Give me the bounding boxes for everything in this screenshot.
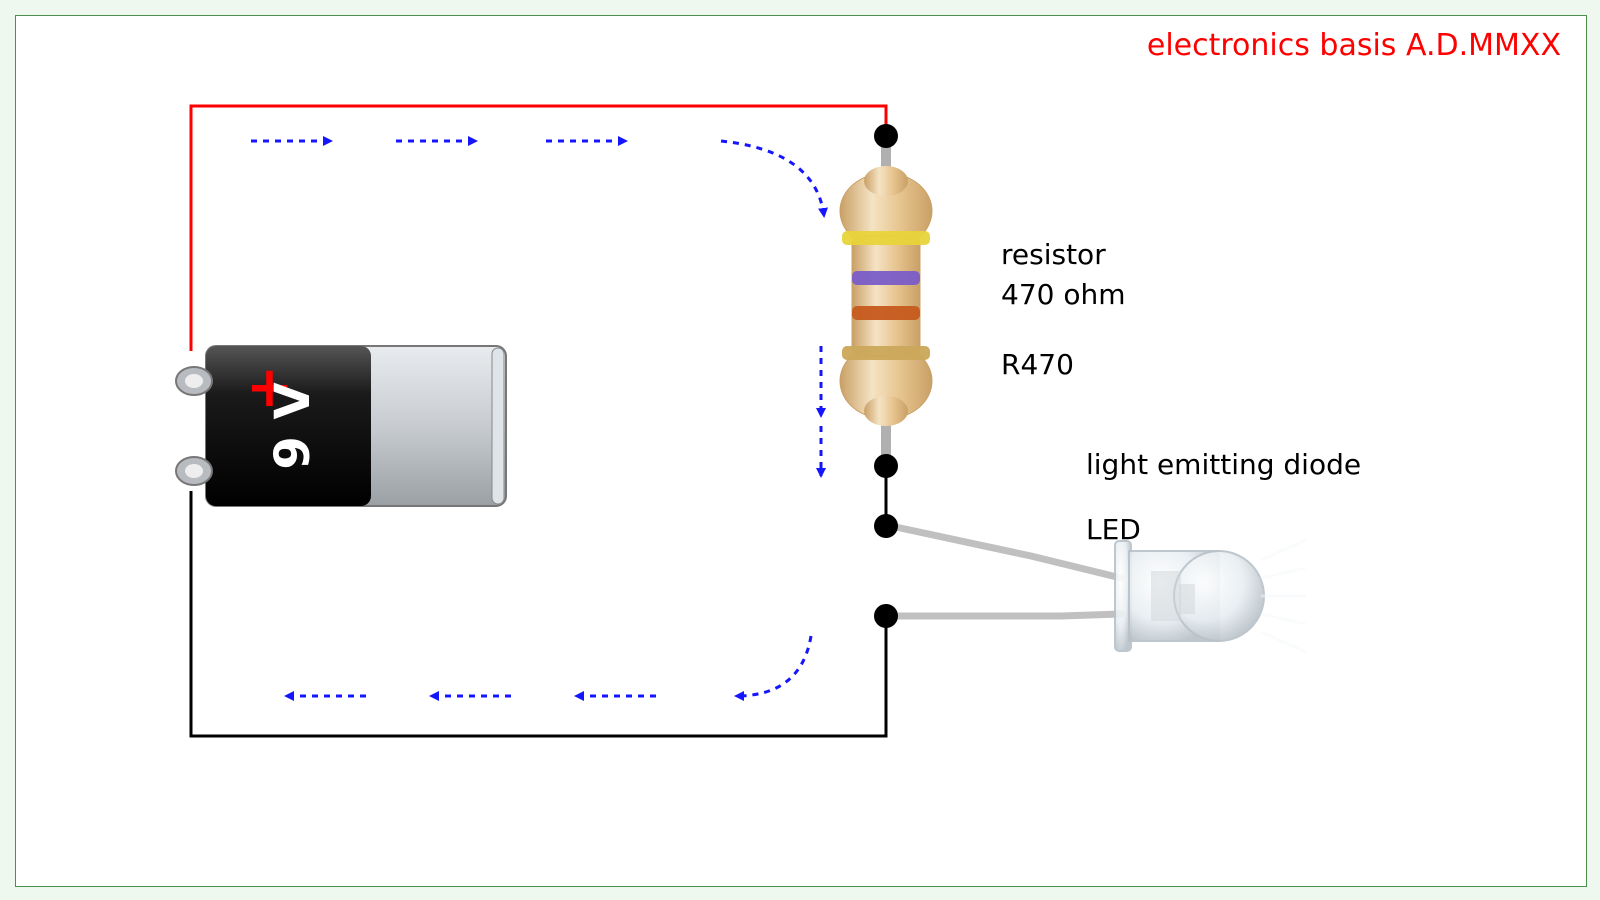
solder-node-1 [874,454,898,478]
solder-node-3 [874,604,898,628]
resistor-icon [840,131,932,471]
flow-arrow-3 [721,141,824,216]
wire-negative [191,491,886,736]
wire-positive [191,106,886,351]
solder-node-0 [874,124,898,148]
circuit-svg: +9 V [16,16,1586,886]
solder-node-2 [874,514,898,538]
battery-voltage-text: 9 V [265,382,321,469]
flow-arrow-6 [736,636,811,696]
battery-icon: +9 V [176,346,506,506]
led-icon [891,526,1306,652]
